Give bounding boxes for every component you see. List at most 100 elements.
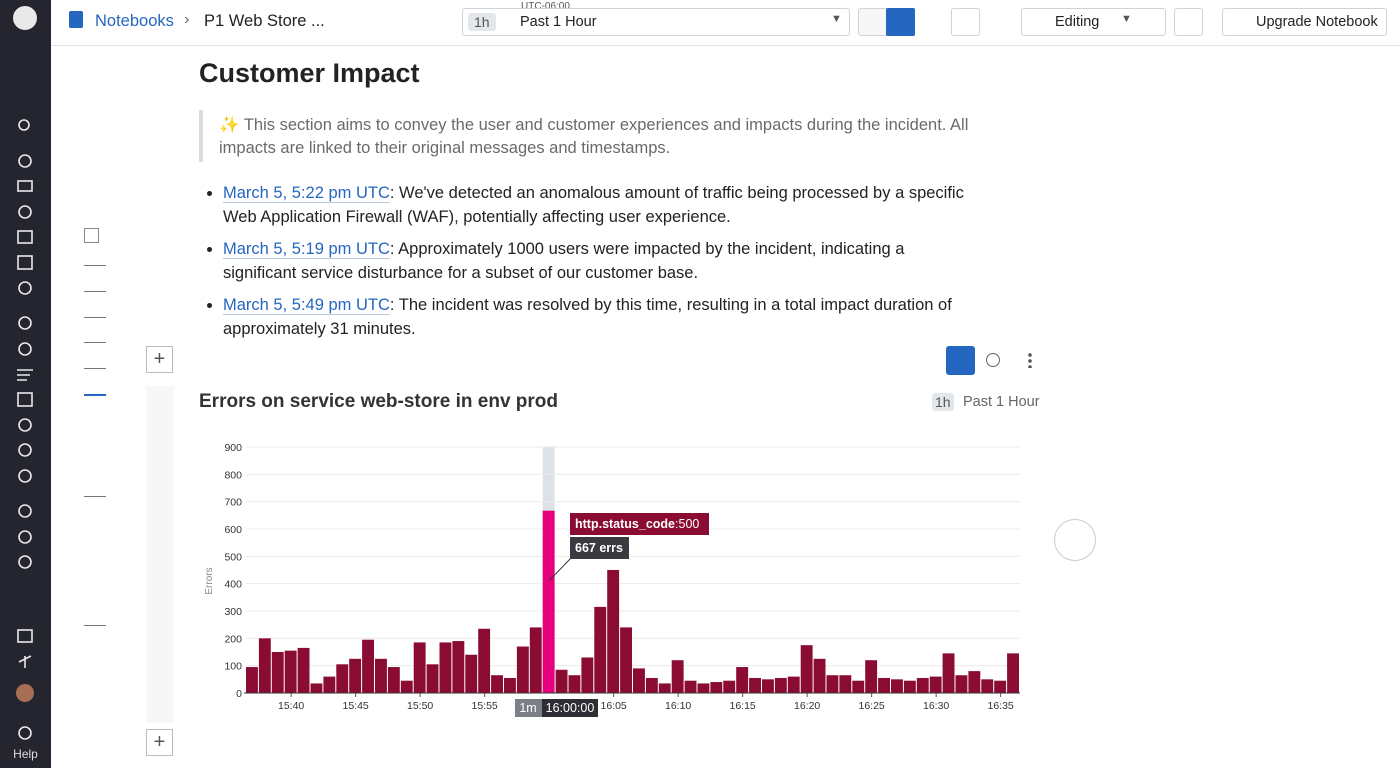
x-tick-label: 16:30 (923, 700, 949, 712)
sidebar: Help (0, 0, 51, 768)
bar (607, 570, 620, 693)
tooltip-value-box (570, 537, 629, 559)
y-tick-label: 200 (224, 633, 242, 645)
help-label[interactable]: Help (13, 747, 38, 761)
upgrade-label: Upgrade Notebook (1256, 14, 1378, 30)
x-tick-label: 16:25 (859, 700, 885, 712)
x-tick-label: 15:40 (278, 700, 304, 712)
breadcrumb-separator: › (184, 11, 190, 28)
bar (645, 677, 658, 693)
timestamp-link[interactable]: March 5, 5:49 pm UTC (223, 296, 390, 315)
y-axis-label: Errors (204, 567, 215, 594)
add-cell-button[interactable]: + (146, 729, 173, 756)
tooltip-key-name: http.status_code (575, 517, 675, 531)
edit-cell-button[interactable] (946, 346, 975, 375)
timestamp-link[interactable]: March 5, 5:19 pm UTC (223, 240, 390, 259)
tooltip-key: http.status_code:500 (575, 517, 699, 531)
bar (375, 658, 387, 693)
mode-button[interactable]: Editing ▼ (1021, 8, 1166, 36)
bar (478, 628, 491, 693)
bar (362, 639, 374, 693)
toc-item (84, 625, 106, 626)
toc-item (84, 265, 106, 266)
upgrade-button[interactable]: Upgrade Notebook (1222, 8, 1387, 36)
bar (658, 683, 671, 693)
bar (1007, 653, 1019, 693)
bar (671, 660, 684, 693)
bar (723, 680, 736, 693)
bar (491, 675, 503, 693)
bar (310, 683, 323, 693)
cell-gutter (146, 386, 174, 723)
toc-toggle[interactable] (84, 228, 99, 243)
bar (568, 675, 581, 693)
impact-item: March 5, 5:22 pm UTC: We've detected an … (223, 181, 975, 229)
time-picker[interactable]: 1h Past 1 Hour ▼ (462, 8, 850, 36)
toc-item (84, 394, 106, 396)
bar (891, 679, 903, 693)
impact-text: : We've detected an anomalous amount of … (223, 184, 964, 226)
tooltip-key-box (570, 513, 709, 535)
more-button[interactable] (1028, 352, 1032, 368)
breadcrumb-page[interactable]: P1 Web Store ... (204, 12, 325, 30)
impact-item: March 5, 5:19 pm UTC: Approximately 1000… (223, 237, 975, 285)
x-tick-label: 16:20 (794, 700, 820, 712)
x-tick-label: 16:35 (988, 700, 1014, 712)
bar (852, 680, 865, 693)
tooltip-value: 667 errs (575, 541, 623, 555)
y-tick-label: 400 (224, 579, 242, 591)
impact-text: : Approximately 1000 users were impacted… (223, 240, 905, 282)
bar (955, 675, 968, 693)
y-tick-label: 100 (224, 661, 242, 673)
sidebar-icons (13, 6, 37, 740)
impact-item: March 5, 5:49 pm UTC: The incident was r… (223, 293, 975, 341)
x-tick-label: 16:15 (730, 700, 756, 712)
time-button[interactable] (986, 353, 1000, 367)
bar (426, 664, 439, 693)
top-bar: Notebooks › P1 Web Store ... UTC-06:00 1… (51, 0, 1400, 46)
breadcrumb-root[interactable]: Notebooks (95, 12, 174, 30)
timestamp-link[interactable]: March 5, 5:22 pm UTC (223, 184, 390, 203)
bar (968, 671, 981, 693)
y-tick-label: 0 (236, 688, 242, 700)
x-tick-label: 15:45 (343, 700, 369, 712)
playback-controls[interactable] (858, 8, 915, 36)
bar (258, 638, 271, 693)
zoom-out-button[interactable] (951, 8, 980, 36)
bar (762, 679, 774, 693)
add-cell-button[interactable]: + (146, 346, 173, 373)
y-tick-label: 900 (224, 442, 242, 454)
bar (684, 680, 697, 693)
bar (323, 676, 336, 693)
bar (774, 677, 787, 693)
bar (594, 606, 607, 693)
y-tick-label: 300 (224, 606, 242, 618)
bar (349, 658, 362, 693)
impact-list: March 5, 5:22 pm UTC: We've detected an … (201, 181, 975, 349)
callout-bar (199, 110, 203, 162)
chart: 0 100 200 300 400 500 600 700 800 900 Errors 15:40 1… (204, 442, 1020, 717)
tooltip-pointer (548, 557, 572, 582)
time-box (542, 699, 598, 717)
timezone: UTC-06:00 (521, 1, 570, 12)
pause-button[interactable] (886, 8, 915, 36)
bar (710, 682, 723, 693)
x-tick-label: 16:10 (665, 700, 691, 712)
y-tick-label: 600 (224, 524, 242, 536)
bar (633, 668, 645, 693)
toc-item (84, 496, 106, 497)
bar (981, 679, 994, 693)
bar (942, 653, 955, 693)
bar (697, 683, 710, 693)
toc-item (84, 317, 106, 318)
comment-button[interactable] (1054, 519, 1096, 561)
time-badge: 1h (468, 13, 496, 31)
bar (284, 650, 297, 693)
callout-text: ✨ This section aims to convey the user a… (219, 116, 969, 157)
bar (336, 664, 349, 693)
bar (826, 675, 839, 693)
toc-item (84, 368, 106, 369)
bar (387, 667, 400, 693)
y-tick-label: 800 (224, 469, 242, 481)
settings-button[interactable] (1174, 8, 1203, 36)
